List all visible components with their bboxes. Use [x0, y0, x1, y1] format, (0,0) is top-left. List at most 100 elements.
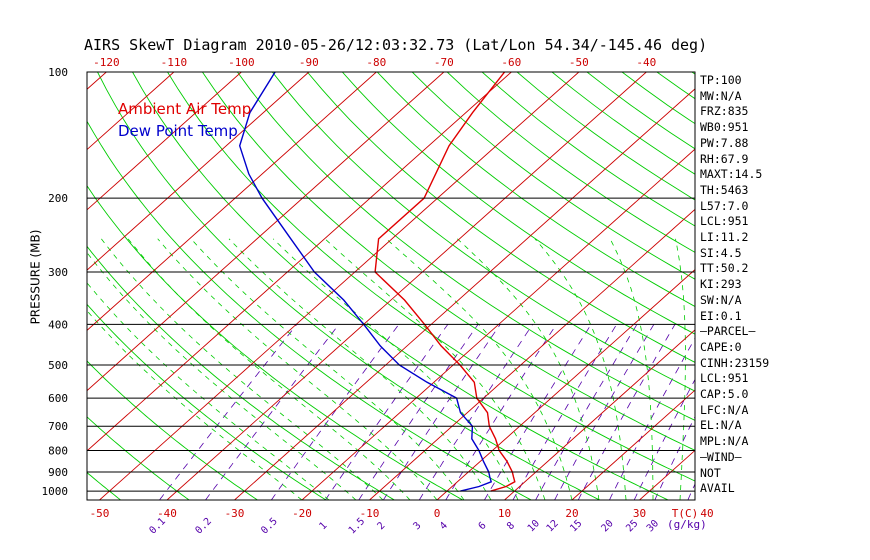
- mixing-ratio-tick-label: 4: [438, 520, 450, 532]
- mixing-ratio-tick-label: 2: [376, 520, 388, 532]
- stability-index-item: MPL:N/A: [700, 434, 749, 449]
- stability-index-item: SW:N/A: [700, 292, 742, 307]
- mixing-ratio-line: [358, 324, 479, 500]
- stability-index-item: MAXT:14.5: [700, 167, 763, 182]
- dew-point-temp-series: [238, 72, 493, 492]
- moist-adiabat-line: [534, 238, 627, 500]
- bottom-temp-tick-label: 30: [633, 507, 646, 520]
- stability-index-item: AVAIL: [700, 481, 735, 496]
- mixing-ratio-tick-label: 15: [568, 518, 584, 534]
- top-temp-tick-label: -80: [366, 56, 386, 69]
- mixing-ratio-line: [270, 324, 400, 500]
- isotherm-line: [87, 72, 310, 271]
- stability-index-item: KI:293: [700, 277, 742, 292]
- dry-adiabat-line: [411, 72, 695, 280]
- isotherm-line: [166, 72, 647, 500]
- dry-adiabat-line: [656, 72, 695, 100]
- dry-adiabat-line: [87, 416, 190, 500]
- pressure-tick-label: 400: [48, 318, 68, 331]
- pressure-tick-label: 1000: [42, 485, 69, 498]
- stability-index-item: LCL:951: [700, 214, 749, 229]
- bottom-temp-tick-label: 0: [434, 507, 441, 520]
- moist-adiabat-line: [87, 251, 357, 500]
- stability-index-item: LI:11.2: [700, 230, 749, 244]
- top-temp-tick-label: -50: [569, 56, 589, 69]
- dry-adiabat-line: [306, 72, 695, 363]
- dry-adiabat-line: [202, 72, 695, 451]
- mixing-ratio-line: [609, 337, 695, 500]
- isotherm-line: [639, 449, 695, 500]
- dry-adiabat-line: [762, 72, 870, 500]
- mixing-ratio-line: [205, 324, 340, 500]
- mixing-ratio-line: [484, 324, 592, 500]
- mixing-ratio-line: [382, 324, 501, 500]
- chart-title: AIRS SkewT Diagram 2010-05-26/12:03:32.7…: [84, 36, 708, 54]
- stability-index-item: CAP:5.0: [700, 387, 749, 401]
- isotherm-line: [504, 329, 695, 500]
- moist-adiabat-line: [127, 238, 411, 500]
- mixing-ratio-tick-label: 20: [599, 518, 615, 534]
- bottom-temp-tick-label: 40: [700, 507, 713, 520]
- dry-adiabat-line: [87, 360, 258, 500]
- stability-index-item: TT:50.2: [700, 261, 749, 276]
- dry-adiabat-line: [271, 72, 695, 392]
- isotherm-line: [775, 72, 870, 500]
- mixing-ratio-tick-label: 0.2: [193, 516, 214, 537]
- stability-index-item: PW:7.88: [700, 135, 749, 150]
- stability-index-item: CINH:23159: [700, 355, 770, 370]
- mixing-ratio-tick-label: 12: [545, 518, 561, 534]
- moist-adiabat-line: [228, 238, 492, 500]
- dry-adiabat-line: [132, 72, 669, 500]
- mixing-ratio-tick-label: 10: [526, 518, 542, 534]
- ambient-air-temp-series: [374, 72, 516, 492]
- pressure-tick-label: 900: [48, 466, 68, 479]
- isotherm-line: [87, 72, 512, 452]
- bottom-temp-tick-label: 20: [565, 507, 578, 520]
- stability-index-item: RH:67.9: [700, 151, 749, 166]
- top-temp-tick-label: -40: [636, 56, 656, 69]
- top-temp-tick-label: -110: [161, 56, 188, 69]
- plot-area: [87, 72, 870, 500]
- isotherm-line: [87, 72, 445, 392]
- bottom-temp-tick-label: -30: [225, 507, 245, 520]
- mixing-ratio-tick-label: 25: [624, 518, 640, 534]
- isotherm-line: [234, 88, 695, 500]
- mixing-ratio-tick-label: 6: [477, 520, 489, 532]
- mixing-ratio-line: [535, 324, 638, 500]
- mixing-ratio-tick-label: 0.5: [259, 516, 280, 537]
- stability-index-item: EI:0.1: [700, 308, 742, 323]
- bottom-temp-tick-label: -50: [90, 507, 110, 520]
- moist-adiabat-line: [385, 238, 573, 500]
- dry-adiabat-line: [376, 72, 695, 307]
- moist-adiabat-line: [609, 238, 654, 500]
- stability-index-item: L57:7.0: [700, 198, 749, 213]
- moist-adiabat-line: [324, 238, 546, 500]
- stability-index-item: TP:100: [700, 73, 742, 87]
- mixing-ratio-line: [445, 324, 557, 500]
- isotherm-line: [369, 208, 695, 500]
- moist-adiabat-line: [87, 310, 303, 500]
- stability-index-item: SI:4.5: [700, 245, 742, 260]
- moist-adiabat-line: [157, 238, 438, 500]
- stability-index-item: WB0:951: [700, 120, 749, 135]
- stability-index-item: LCL:951: [700, 371, 749, 386]
- isotherm-line: [99, 72, 580, 500]
- top-temp-tick-label: -120: [93, 56, 120, 69]
- mixing-ratio-tick-label: 3: [411, 520, 423, 532]
- bottom-temp-tick-label: 10: [498, 507, 511, 520]
- top-temp-tick-label: -70: [434, 56, 454, 69]
- dry-adiabat-line: [167, 72, 695, 482]
- dry-adiabat-line: [797, 72, 870, 500]
- stability-index-item: NOT: [700, 465, 721, 480]
- mixing-ratio-line: [577, 324, 676, 500]
- moist-adiabat-line: [190, 238, 465, 500]
- stability-index-item: TH:5463: [700, 182, 749, 197]
- dry-adiabat-line: [341, 72, 695, 335]
- isotherm-line: [87, 72, 175, 151]
- mixing-ratio-tick-label: 30: [645, 518, 661, 534]
- bottom-temp-tick-label: -40: [157, 507, 177, 520]
- dry-adiabat-line: [87, 245, 395, 500]
- legend-ambient-air-temp: Ambient Air Temp: [118, 100, 252, 118]
- stability-index-item: EL:N/A: [700, 418, 742, 433]
